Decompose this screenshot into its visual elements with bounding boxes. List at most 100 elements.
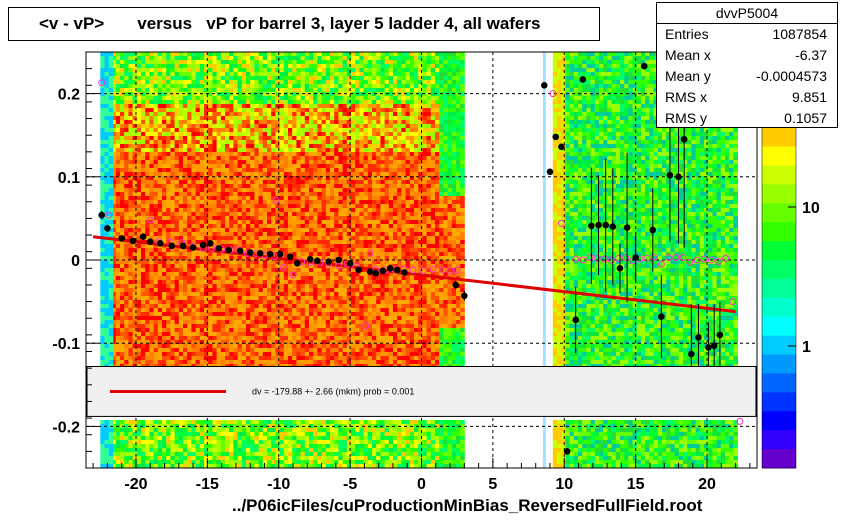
color-step — [762, 241, 796, 260]
profile-point — [314, 258, 321, 265]
profile-point — [118, 235, 125, 242]
stats-value: 1087854 — [772, 24, 827, 45]
color-step — [762, 147, 796, 166]
x-tick-label: -5 — [343, 476, 357, 493]
profile-point — [267, 251, 274, 258]
profile-point — [658, 313, 665, 320]
chart-title: <v - vP> versus vP for barrel 3, layer 5… — [8, 7, 600, 41]
legend-label: dv = -179.88 +- 2.66 (mkm) prob = 0.001 — [252, 386, 414, 396]
x-tick-label: -15 — [196, 476, 219, 493]
color-step — [762, 449, 796, 468]
profile-point — [325, 258, 332, 265]
x-tick-label: 0 — [417, 476, 426, 493]
profile-point — [558, 144, 565, 151]
profile-point — [190, 244, 197, 251]
y-tick-label: 0 — [71, 253, 80, 270]
profile-point — [294, 260, 301, 267]
color-step — [762, 222, 796, 241]
profile-point — [257, 250, 264, 257]
profile-point — [215, 245, 222, 252]
color-step — [762, 336, 796, 355]
stats-row-mean-y: Mean y -0.0004573 — [657, 66, 837, 87]
profile-point — [387, 265, 394, 272]
color-step — [762, 430, 796, 449]
profile-point — [602, 222, 609, 229]
profile-point — [307, 256, 314, 263]
color-step — [762, 128, 796, 147]
color-step — [762, 260, 796, 279]
profile-point — [675, 174, 682, 181]
profile-point — [140, 233, 147, 240]
profile-point — [180, 243, 187, 250]
profile-point — [572, 317, 579, 324]
stats-row-rms-x: RMS x 9.851 — [657, 87, 837, 108]
profile-point — [130, 238, 137, 245]
y-tick-label: 0.2 — [58, 87, 80, 104]
profile-point — [681, 136, 688, 143]
color-step — [762, 184, 796, 203]
color-step — [762, 355, 796, 374]
profile-point — [237, 248, 244, 255]
profile-point — [380, 268, 387, 275]
stats-value: -0.0004573 — [756, 66, 827, 87]
y-tick-label: -0.2 — [52, 419, 80, 436]
x-tick-label: -20 — [124, 476, 147, 493]
profile-point — [335, 257, 342, 264]
profile-point — [564, 448, 571, 455]
profile-point — [401, 269, 408, 276]
x-tick-label: 10 — [555, 476, 573, 493]
color-step — [762, 317, 796, 336]
color-step — [762, 373, 796, 392]
x-axis-label: ../P06icFiles/cuProductionMinBias_Revers… — [232, 496, 702, 516]
stats-key: Mean x — [665, 45, 711, 66]
profile-point — [452, 282, 459, 289]
y-tick-label: 0.1 — [58, 170, 80, 187]
stats-key: Mean y — [665, 66, 711, 87]
profile-point — [624, 224, 631, 231]
profile-point — [595, 222, 602, 229]
color-step — [762, 279, 796, 298]
stats-value: 9.851 — [792, 87, 827, 108]
profile-point — [147, 238, 154, 245]
profile-point — [225, 247, 232, 254]
color-step — [762, 165, 796, 184]
profile-point — [717, 332, 724, 339]
profile-point — [667, 172, 674, 179]
profile-point — [207, 240, 214, 247]
profile-point — [168, 243, 175, 250]
profile-point — [610, 223, 617, 230]
stats-key: RMS y — [665, 108, 707, 129]
profile-point — [547, 169, 554, 176]
profile-point — [632, 254, 639, 261]
color-scale-label: 10 — [802, 200, 820, 217]
color-step — [762, 392, 796, 411]
y-tick-label: -0.1 — [52, 336, 80, 353]
profile-point — [705, 344, 712, 351]
profile-point — [711, 342, 718, 349]
color-step — [762, 411, 796, 430]
stats-value: 0.1057 — [784, 108, 827, 129]
profile-point — [157, 240, 164, 247]
profile-point — [367, 268, 374, 275]
profile-point — [247, 249, 254, 256]
profile-point — [461, 292, 468, 299]
profile-point — [695, 334, 702, 341]
profile-point — [688, 351, 695, 358]
color-scale-label: 1 — [802, 339, 811, 356]
stats-key: RMS x — [665, 87, 707, 108]
profile-point — [287, 253, 294, 260]
profile-point — [373, 270, 380, 277]
profile-point — [355, 267, 362, 274]
legend: dv = -179.88 +- 2.66 (mkm) prob = 0.001 — [87, 366, 756, 416]
profile-point — [641, 63, 648, 70]
color-step — [762, 298, 796, 317]
profile-point — [617, 265, 624, 272]
profile-point — [580, 76, 587, 83]
profile-point — [649, 227, 656, 234]
x-tick-label: -10 — [267, 476, 290, 493]
profile-point — [394, 267, 401, 274]
stats-row-rms-y: RMS y 0.1057 — [657, 108, 837, 129]
color-step — [762, 203, 796, 222]
